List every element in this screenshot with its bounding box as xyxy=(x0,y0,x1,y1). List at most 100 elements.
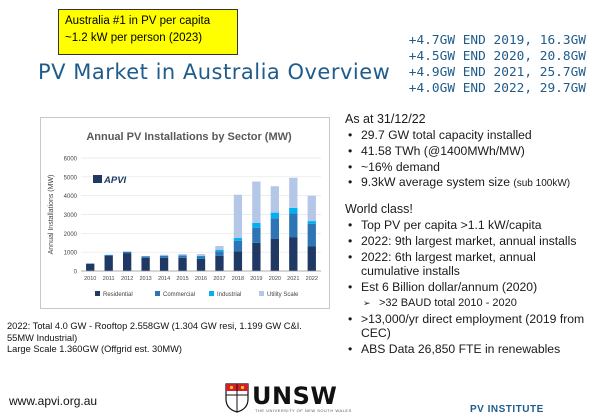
legend-label: Residential xyxy=(103,292,133,298)
legend-label: Commercial xyxy=(163,292,195,298)
world-item: Top PV per capita >1.1 kW/capita xyxy=(345,218,595,233)
bar-segment-commercial xyxy=(252,227,261,243)
bar-segment-commercial xyxy=(289,213,298,238)
x-tick-label: 2018 xyxy=(232,276,244,282)
footer-url[interactable]: www.apvi.org.au xyxy=(9,394,98,408)
unsw-tagline: THE UNIVERSITY OF NEW SOUTH WALES xyxy=(255,408,352,413)
bar-segment-industrial xyxy=(307,221,316,224)
bar-segment-commercial xyxy=(178,255,187,258)
bar-segment-utility-scale xyxy=(289,177,298,208)
bar-segment-utility-scale xyxy=(159,254,169,256)
legend-label: Industrial xyxy=(217,292,241,298)
bar-segment-residential xyxy=(86,263,95,271)
note-line: 55MW Industrial) xyxy=(7,332,78,343)
total-2021: +4.9GW END 2021, 25.7GW xyxy=(408,65,586,80)
note-line: Large Scale 1.360GW (Offgrid est. 30MW) xyxy=(7,344,182,354)
note-line: 2022: Total 4.0 GW - Rooftop 2.558GW (1.… xyxy=(7,321,302,331)
y-tick-label: 2000 xyxy=(64,232,78,238)
x-tick-label: 2012 xyxy=(121,276,133,282)
world-heading: World class! xyxy=(345,202,413,217)
x-tick-label: 2017 xyxy=(213,276,225,282)
bar-segment-commercial xyxy=(233,240,243,252)
y-tick-label: 4000 xyxy=(64,194,78,200)
system-size-text: 9.3kW average system size xyxy=(361,175,511,190)
total-2019: +4.7GW END 2019, 16.3GW xyxy=(408,33,586,48)
callout-line-2: ~1.2 kW per person (2023) xyxy=(65,32,203,44)
y-tick-label: 5000 xyxy=(64,175,78,181)
legend-swatch xyxy=(259,291,264,296)
world-item: 2022: 6th largest market, annual cumulat… xyxy=(345,250,595,279)
stat-item-system-size: 9.3kW average system size (sub 100kW) xyxy=(345,175,595,191)
bar-segment-commercial xyxy=(270,218,279,239)
y-tick-label: 0 xyxy=(74,270,78,276)
bar-segment-commercial xyxy=(123,251,132,254)
y-tick-label: 3000 xyxy=(64,213,78,219)
world-sub-item: >32 BAUD total 2010 - 2020 xyxy=(345,296,595,311)
x-tick-label: 2016 xyxy=(195,276,207,282)
x-tick-label: 2014 xyxy=(158,276,170,282)
cumulative-totals: +4.7GW END 2019, 16.3GW +4.5GW END 2020,… xyxy=(409,33,586,97)
total-2020: +4.5GW END 2020, 20.8GW xyxy=(408,49,586,64)
x-tick-label: 2019 xyxy=(250,276,262,282)
bar-segment-residential xyxy=(104,255,113,271)
bar-segment-industrial xyxy=(215,249,224,252)
x-tick-label: 2020 xyxy=(269,276,281,282)
unsw-logo: UNSW THE UNIVERSITY OF NEW SOUTH WALES xyxy=(222,381,382,416)
system-size-note: (sub 100kW) xyxy=(513,178,571,190)
bar-segment-commercial xyxy=(159,255,169,258)
bar-segment-residential xyxy=(196,258,206,271)
y-tick-label: 6000 xyxy=(64,157,78,163)
bar-segment-utility-scale xyxy=(307,195,316,222)
x-tick-label: 2011 xyxy=(103,276,115,282)
world-item: 2022: 9th largest market, annual install… xyxy=(345,234,595,249)
unsw-wordmark: UNSW xyxy=(252,382,338,410)
bar-segment-industrial xyxy=(196,255,206,257)
callout-line-1: Australia #1 in PV per capita xyxy=(65,15,211,27)
bar-segment-industrial xyxy=(233,238,243,241)
total-2022: +4.0GW END 2022, 29.7GW xyxy=(408,81,586,96)
y-axis-label: Annual Installations (MW) xyxy=(48,175,55,255)
bar-segment-utility-scale xyxy=(196,254,206,256)
bar-segment-commercial xyxy=(215,251,224,256)
partner-logo-text: PV INSTITUTE xyxy=(470,404,544,415)
bar-segment-residential xyxy=(123,253,132,271)
y-tick-label: 1000 xyxy=(64,251,78,257)
stat-item: ~16% demand xyxy=(345,160,595,175)
bar-segment-residential xyxy=(178,257,187,271)
bar-segment-residential xyxy=(307,246,316,271)
x-tick-label: 2015 xyxy=(176,276,188,282)
bar-segment-commercial xyxy=(104,254,113,256)
chart-title: Annual PV Installations by Sector (MW) xyxy=(86,131,292,143)
bar-segment-residential xyxy=(159,257,169,271)
bar-segment-utility-scale xyxy=(215,245,224,250)
bar-segment-utility-scale xyxy=(252,181,261,223)
bar-segment-industrial xyxy=(252,222,261,228)
world-item: >13,000/yr direct employment (2019 from … xyxy=(345,312,595,341)
bar-segment-commercial xyxy=(141,256,150,258)
apvi-logo-icon xyxy=(93,175,102,183)
bar-segment-utility-scale xyxy=(233,194,243,239)
bar-segment-commercial xyxy=(307,223,316,247)
stats-list: 29.7 GW total capacity installed 41.58 T… xyxy=(345,128,595,192)
pv-installations-chart: Annual PV Installations by Sector (MW) 0 1… xyxy=(40,117,330,309)
legend-swatch xyxy=(155,291,160,296)
slide-title: PV Market in Australia Overview xyxy=(38,60,391,84)
bar-segment-commercial xyxy=(196,256,206,259)
stat-item: 41.58 TWh (@1400MWh/MW) xyxy=(345,144,595,159)
x-tick-label: 2021 xyxy=(287,276,299,282)
stats-heading: As at 31/12/22 xyxy=(345,112,426,126)
bar-segment-residential xyxy=(233,251,243,271)
bar-segment-industrial xyxy=(289,207,298,214)
world-item: Est 6 Billion dollar/annum (2020) xyxy=(345,280,595,295)
apvi-logo-text: APVI xyxy=(103,175,127,186)
x-tick-label: 2022 xyxy=(306,276,318,282)
legend-label: Utility Scale xyxy=(267,292,299,298)
bar-segment-utility-scale xyxy=(178,254,187,256)
unsw-crest-icon xyxy=(225,383,249,413)
chart-notes: 2022: Total 4.0 GW - Rooftop 2.558GW (1.… xyxy=(7,321,302,356)
world-item: ABS Data 26,850 FTE in renewables xyxy=(345,342,595,357)
bar-segment-industrial xyxy=(270,212,279,219)
chart-svg: Annual PV Installations by Sector (MW) 0 1… xyxy=(48,131,321,298)
bar-segment-utility-scale xyxy=(270,186,279,213)
stat-item: 29.7 GW total capacity installed xyxy=(345,128,595,143)
